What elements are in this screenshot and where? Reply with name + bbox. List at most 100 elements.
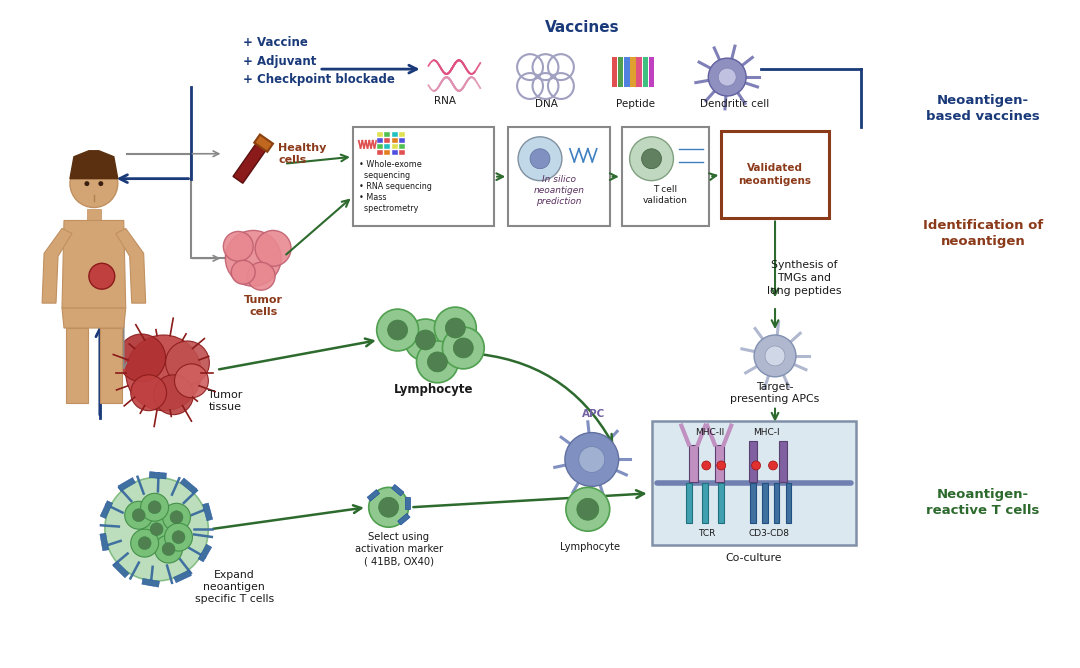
Bar [715,444,724,482]
Circle shape [630,137,674,180]
Bar [649,57,654,87]
FancyBboxPatch shape [622,127,710,226]
Polygon shape [198,544,212,562]
Polygon shape [100,501,112,518]
Text: CD3-CD8: CD3-CD8 [748,528,789,538]
Circle shape [84,181,90,186]
Text: DNA: DNA [535,99,557,109]
Text: MHC-I: MHC-I [753,428,780,437]
Circle shape [172,530,185,544]
Bar [384,138,390,143]
Text: MHC-II: MHC-II [694,428,724,437]
Text: Healthy
cells: Healthy cells [278,143,326,164]
Text: T cell
validation: T cell validation [643,184,688,204]
Bar [377,150,382,155]
Text: In silico
neoantigen
prediction: In silico neoantigen prediction [534,175,584,206]
Bar [377,144,382,149]
Bar [643,57,648,87]
FancyBboxPatch shape [651,421,855,545]
Circle shape [579,446,605,472]
Text: Target-
presenting APCs: Target- presenting APCs [730,381,820,404]
Circle shape [105,478,208,581]
Circle shape [154,535,183,563]
Polygon shape [203,503,213,521]
FancyBboxPatch shape [721,131,828,218]
Circle shape [150,523,163,536]
Circle shape [125,335,201,411]
Circle shape [454,338,473,358]
Polygon shape [116,228,146,303]
Bar [384,144,390,149]
Text: • Whole-exome
  sequencing
• RNA sequencing
• Mass
  spectrometry: • Whole-exome sequencing • RNA sequencin… [359,160,432,213]
Bar [400,132,405,137]
Text: Dendritic cell: Dendritic cell [700,99,769,109]
Bar [687,484,692,523]
Text: Lymphocyte: Lymphocyte [559,542,620,552]
Polygon shape [66,328,87,403]
Text: TCR: TCR [698,528,715,538]
Circle shape [565,433,619,486]
Text: RNA: RNA [434,96,457,106]
FancyBboxPatch shape [353,127,495,226]
Bar [631,57,636,87]
Bar [611,57,617,87]
Polygon shape [149,472,166,479]
Circle shape [445,318,465,338]
Circle shape [566,488,610,531]
Bar [750,441,757,482]
Polygon shape [367,490,379,501]
Text: Co-culture: Co-culture [726,553,782,563]
Circle shape [131,375,166,411]
Polygon shape [141,578,160,587]
Circle shape [642,149,661,169]
Circle shape [702,461,711,470]
Bar [774,484,780,523]
Polygon shape [233,144,266,183]
Circle shape [416,330,435,350]
Circle shape [138,536,151,550]
Polygon shape [392,484,404,496]
Text: Tumor
tissue: Tumor tissue [208,390,243,411]
Circle shape [405,319,446,361]
Text: Neoantigen-
based vaccines: Neoantigen- based vaccines [927,94,1040,124]
Circle shape [124,501,152,529]
Text: Synthesis of
TMGs and
long peptides: Synthesis of TMGs and long peptides [767,260,841,297]
Circle shape [163,503,190,531]
Bar [384,150,390,155]
Circle shape [143,515,171,543]
Bar [377,138,382,143]
Bar [384,132,390,137]
Circle shape [132,509,145,522]
Circle shape [443,327,484,369]
Bar [392,144,397,149]
Circle shape [98,181,104,186]
Circle shape [368,488,408,527]
Bar [702,484,708,523]
Circle shape [530,149,550,169]
Circle shape [388,320,407,340]
Bar [392,138,397,143]
Circle shape [754,335,796,377]
Polygon shape [62,308,125,328]
Bar [779,441,787,482]
FancyBboxPatch shape [508,127,610,226]
Bar [751,484,756,523]
Polygon shape [86,208,100,220]
Circle shape [708,58,746,96]
Text: + Vaccine
+ Adjuvant
+ Checkpoint blockade: + Vaccine + Adjuvant + Checkpoint blocka… [243,36,395,86]
Circle shape [717,461,726,470]
Polygon shape [174,570,191,582]
Bar [636,57,642,87]
Bar [689,444,698,482]
Circle shape [148,501,161,514]
Text: Identification of
neoantigen: Identification of neoantigen [923,219,1043,248]
Text: Expand
neoantigen
specific T cells: Expand neoantigen specific T cells [194,570,274,605]
Polygon shape [70,151,118,178]
Circle shape [765,346,785,366]
Text: Select using
activation marker
( 41BB, OX40): Select using activation marker ( 41BB, O… [354,532,443,566]
Circle shape [165,341,210,385]
Polygon shape [42,228,72,303]
Circle shape [769,461,778,470]
Bar [400,150,405,155]
Polygon shape [180,478,197,494]
